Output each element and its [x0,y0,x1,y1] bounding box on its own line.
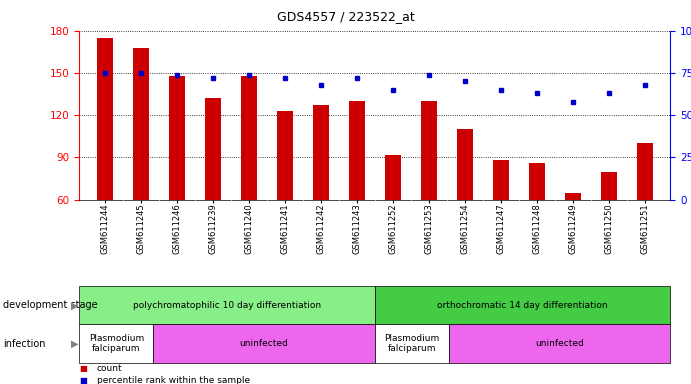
Text: uninfected: uninfected [240,339,288,348]
Text: GSM611246: GSM611246 [172,204,181,255]
Bar [601,172,617,200]
Bar [457,129,473,200]
Bar [313,105,329,200]
Text: Plasmodium
falciparum: Plasmodium falciparum [384,334,439,353]
Text: polychromatophilic 10 day differentiation: polychromatophilic 10 day differentiatio… [133,301,321,310]
Text: GSM611247: GSM611247 [496,204,505,255]
Text: percentile rank within the sample: percentile rank within the sample [97,376,250,384]
Text: infection: infection [3,339,46,349]
Bar [169,76,184,200]
Text: GSM611253: GSM611253 [424,204,433,255]
Bar [565,193,581,200]
Bar [240,76,257,200]
Bar [529,163,545,200]
Text: GSM611245: GSM611245 [136,204,145,254]
Text: development stage: development stage [3,300,98,310]
Text: ▶: ▶ [70,300,78,310]
Text: ▶: ▶ [70,339,78,349]
Bar [493,160,509,200]
Bar [97,38,113,200]
Text: GSM611250: GSM611250 [605,204,614,254]
Text: GSM611249: GSM611249 [569,204,578,254]
Text: uninfected: uninfected [535,339,584,348]
Text: GSM611252: GSM611252 [388,204,397,254]
Text: count: count [97,364,122,373]
Text: GSM611243: GSM611243 [352,204,361,255]
Text: GSM611251: GSM611251 [641,204,650,254]
Text: ■: ■ [79,376,87,384]
Text: GSM611242: GSM611242 [316,204,325,254]
Text: ■: ■ [79,364,87,373]
Bar [637,143,653,200]
Bar [349,101,365,200]
Bar [421,101,437,200]
Text: GSM611239: GSM611239 [208,204,217,255]
Text: GSM611248: GSM611248 [533,204,542,255]
Text: GDS4557 / 223522_at: GDS4557 / 223522_at [276,10,415,23]
Text: orthochromatic 14 day differentiation: orthochromatic 14 day differentiation [437,301,608,310]
Text: GSM611240: GSM611240 [245,204,254,254]
Bar [205,98,221,200]
Text: GSM611244: GSM611244 [100,204,109,254]
Text: GSM611241: GSM611241 [281,204,290,254]
Bar [385,155,401,200]
Text: GSM611254: GSM611254 [460,204,469,254]
Text: Plasmodium
falciparum: Plasmodium falciparum [88,334,144,353]
Bar [276,111,293,200]
Bar [133,48,149,200]
